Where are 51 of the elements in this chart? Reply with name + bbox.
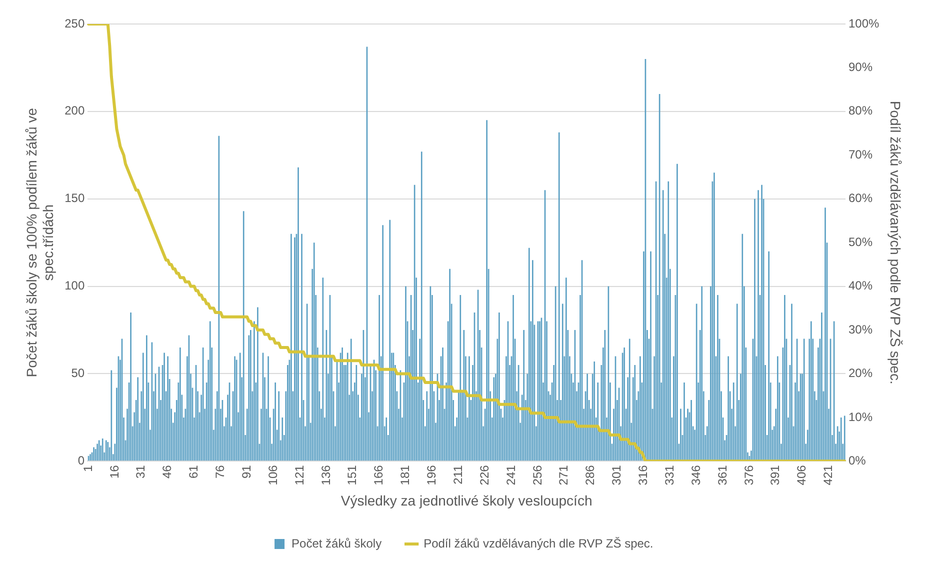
- y2-tick-label: 40%: [848, 278, 873, 293]
- y2-tick-label: 10%: [848, 410, 873, 424]
- x-tick-label: 316: [636, 464, 650, 486]
- y-axis-title: Počet žáků školy se 100% podílem žáků ve spec.třídách: [23, 108, 56, 378]
- y2-tick-label: 30%: [848, 322, 873, 336]
- y-tick-label: 100: [64, 278, 85, 293]
- y-tick-label: 50: [71, 366, 85, 380]
- y2-tick-label: 70%: [848, 147, 873, 162]
- y-tick-label: 150: [64, 191, 85, 206]
- x-tick-label: 121: [292, 464, 306, 486]
- y2-tick-label: 50%: [848, 234, 873, 249]
- legend-label: Počet žáků školy: [292, 536, 382, 550]
- x-tick-label: 106: [266, 464, 280, 486]
- x-tick-label: 256: [530, 464, 544, 486]
- x-tick-label: 421: [821, 464, 836, 486]
- x-tick-label: 196: [424, 464, 439, 486]
- x-tick-label: 151: [345, 464, 360, 486]
- x-tick-label: 331: [662, 464, 676, 486]
- x-tick-label: 136: [318, 464, 333, 486]
- x-tick-label: 1: [80, 464, 95, 472]
- x-tick-label: 361: [715, 464, 730, 486]
- x-tick-label: 16: [107, 464, 122, 479]
- legend-label: Podíl žáků vzdělávaných dle RVP ZŠ spec.: [424, 536, 654, 550]
- x-tick-label: 271: [556, 464, 571, 486]
- y2-axis-title: Podíl žáků vzdělávaných podle RVP ZŠ spec.: [888, 100, 904, 384]
- x-tick-label: 76: [213, 464, 228, 479]
- x-tick-label: 91: [239, 464, 254, 479]
- y-tick-label: 250: [64, 16, 85, 30]
- x-tick-label: 406: [794, 464, 809, 486]
- x-tick-label: 181: [398, 464, 412, 486]
- x-tick-label: 61: [186, 464, 201, 479]
- x-axis-title: Výsledky za jednotlivé školy vesloupcích: [340, 492, 592, 508]
- x-tick-label: 241: [504, 464, 518, 486]
- y2-tick-label: 20%: [848, 366, 873, 380]
- x-tick-label: 46: [160, 464, 174, 479]
- y2-tick-label: 100%: [848, 16, 880, 30]
- x-tick-label: 226: [477, 464, 492, 486]
- x-tick-label: 31: [134, 464, 148, 479]
- x-tick-label: 376: [742, 464, 756, 486]
- x-tick-label: 211: [450, 464, 465, 484]
- y2-tick-label: 60%: [848, 191, 873, 206]
- y2-tick-label: 0%: [848, 453, 866, 468]
- x-tick-label: 166: [372, 464, 386, 486]
- y2-tick-label: 90%: [848, 60, 873, 74]
- x-tick-label: 346: [688, 464, 703, 486]
- x-tick-label: 286: [583, 464, 598, 486]
- y-tick-label: 0: [78, 453, 85, 468]
- y-tick-label: 200: [64, 104, 85, 118]
- x-tick-label: 391: [768, 464, 782, 486]
- x-tick-label: 301: [610, 464, 624, 486]
- y2-tick-label: 80%: [848, 104, 873, 118]
